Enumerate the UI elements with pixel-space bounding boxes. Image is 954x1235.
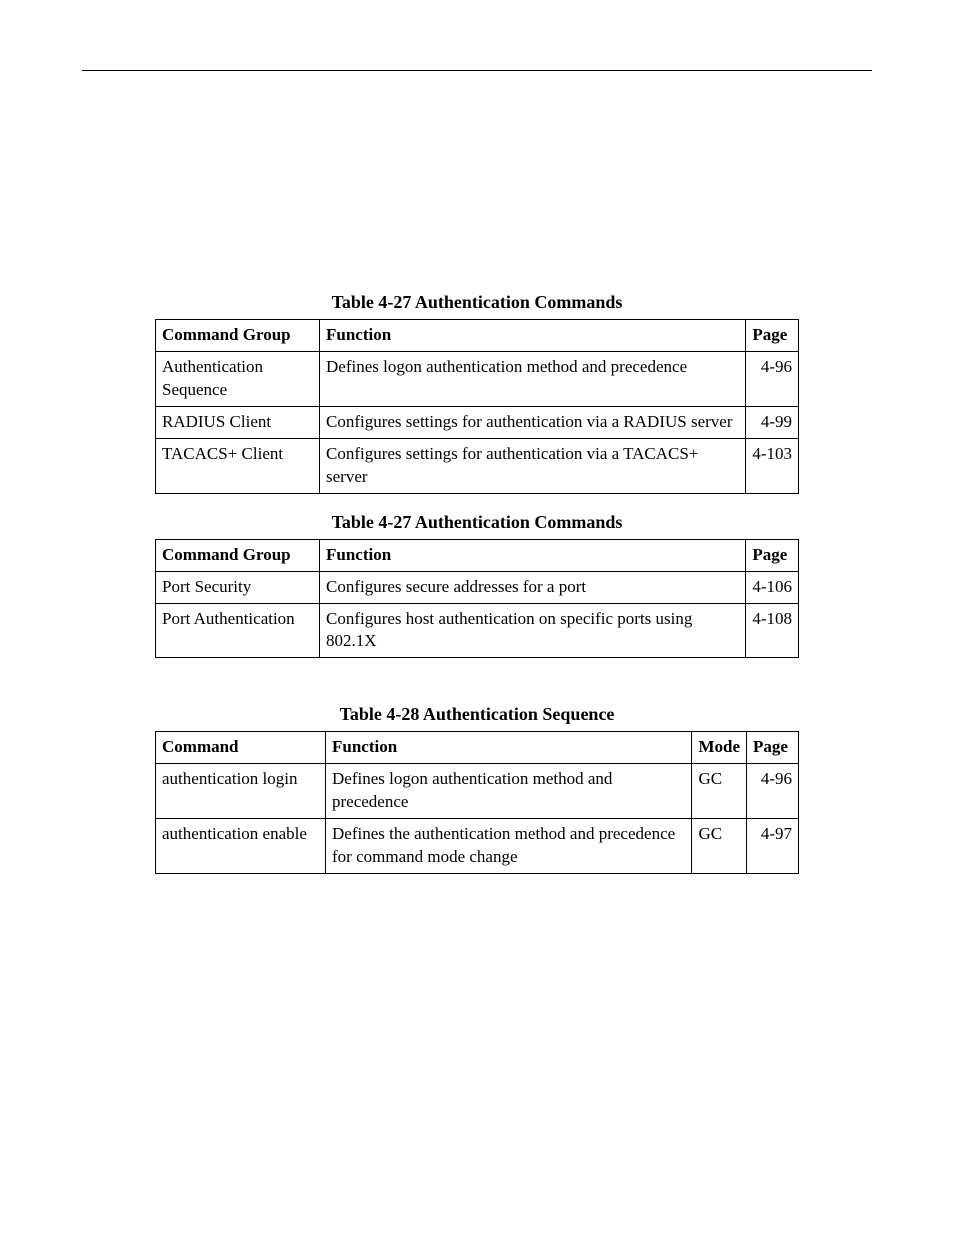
table-header-cell: Command Group bbox=[156, 539, 320, 571]
table-header-cell: Function bbox=[326, 732, 692, 764]
table-header-cell: Page bbox=[746, 320, 799, 352]
table-2: Command Function Mode Page authenticatio… bbox=[155, 731, 799, 874]
table-header-row: Command Function Mode Page bbox=[156, 732, 799, 764]
table-header-cell: Command bbox=[156, 732, 326, 764]
table-header-cell: Command Group bbox=[156, 320, 320, 352]
table-caption-1: Table 4-27 Authentication Commands bbox=[155, 512, 799, 533]
table-header-cell: Page bbox=[747, 732, 799, 764]
table-row: TACACS+ Client Configures settings for a… bbox=[156, 438, 799, 493]
table-cell: 4-96 bbox=[746, 351, 799, 406]
table-cell: Configures settings for authentication v… bbox=[320, 438, 746, 493]
table-cell: 4-96 bbox=[747, 764, 799, 819]
table-cell: Authentication Sequence bbox=[156, 351, 320, 406]
table-cell: Port Security bbox=[156, 571, 320, 603]
table-cell: TACACS+ Client bbox=[156, 438, 320, 493]
table-caption-0: Table 4-27 Authentication Commands bbox=[155, 292, 799, 313]
table-row: Authentication Sequence Defines logon au… bbox=[156, 351, 799, 406]
table-cell: Port Authentication bbox=[156, 603, 320, 658]
table-cell: Defines logon authentication method and … bbox=[320, 351, 746, 406]
page-top-rule bbox=[82, 70, 872, 71]
table-cell: authentication enable bbox=[156, 819, 326, 874]
table-header-cell: Function bbox=[320, 320, 746, 352]
table-row: Port Security Configures secure addresse… bbox=[156, 571, 799, 603]
table-cell: RADIUS Client bbox=[156, 406, 320, 438]
table-cell: 4-106 bbox=[746, 571, 799, 603]
table-row: RADIUS Client Configures settings for au… bbox=[156, 406, 799, 438]
table-cell: 4-97 bbox=[747, 819, 799, 874]
table-0: Command Group Function Page Authenticati… bbox=[155, 319, 799, 494]
table-1: Command Group Function Page Port Securit… bbox=[155, 539, 799, 659]
table-cell: Defines the authentication method and pr… bbox=[326, 819, 692, 874]
table-header-cell: Mode bbox=[692, 732, 747, 764]
table-header-cell: Function bbox=[320, 539, 746, 571]
table-header-cell: Page bbox=[746, 539, 799, 571]
table-cell: authentication login bbox=[156, 764, 326, 819]
page-content: Table 4-27 Authentication Commands Comma… bbox=[155, 292, 799, 874]
table-cell: Configures secure addresses for a port bbox=[320, 571, 746, 603]
table-caption-2: Table 4-28 Authentication Sequence bbox=[155, 704, 799, 725]
table-cell: 4-99 bbox=[746, 406, 799, 438]
table-header-row: Command Group Function Page bbox=[156, 539, 799, 571]
table-cell: 4-103 bbox=[746, 438, 799, 493]
table-cell: Configures settings for authentication v… bbox=[320, 406, 746, 438]
spacer bbox=[155, 658, 799, 686]
table-header-row: Command Group Function Page bbox=[156, 320, 799, 352]
table-cell: 4-108 bbox=[746, 603, 799, 658]
table-cell: GC bbox=[692, 819, 747, 874]
table-row: Port Authentication Configures host auth… bbox=[156, 603, 799, 658]
table-row: authentication enable Defines the authen… bbox=[156, 819, 799, 874]
table-cell: Defines logon authentication method and … bbox=[326, 764, 692, 819]
table-cell: Configures host authentication on specif… bbox=[320, 603, 746, 658]
table-row: authentication login Defines logon authe… bbox=[156, 764, 799, 819]
table-cell: GC bbox=[692, 764, 747, 819]
